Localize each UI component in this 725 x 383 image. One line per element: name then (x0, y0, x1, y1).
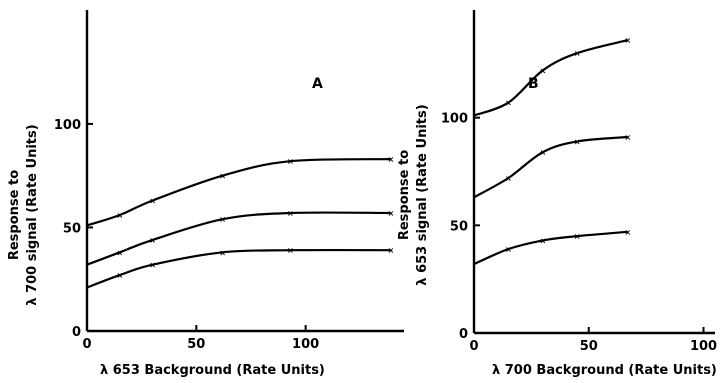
data-point-a-2: × (388, 209, 395, 218)
data-point-a-3: × (219, 248, 226, 257)
y-axis-label-line2-b: λ 653 signal (Rate Units) (415, 104, 430, 285)
data-point-b-3: × (540, 236, 547, 245)
data-point-b-1: × (624, 36, 631, 45)
series-line-b-2 (473, 135, 628, 199)
y-tick-label-a: 100 (54, 118, 81, 133)
x-tick-label-a: 100 (292, 337, 319, 352)
y-axis-label-line2-a: λ 700 signal (Rate Units) (25, 124, 40, 305)
y-axis-label-line1-a: Response to (7, 170, 22, 260)
data-point-b-3: × (574, 232, 581, 241)
y-axis-label-line1-b: Response to (397, 150, 412, 240)
data-point-a-1: × (287, 157, 294, 166)
y-tick-label-b: 50 (450, 219, 468, 234)
x-tick-label-a: 0 (82, 337, 91, 352)
data-point-a-2: × (116, 248, 123, 257)
data-point-a-3: × (287, 246, 294, 255)
data-point-a-1: × (219, 172, 226, 181)
x-tick-label-b: 100 (690, 339, 717, 354)
x-tick-label-b: 0 (469, 339, 478, 354)
data-point-b-1: × (540, 66, 547, 75)
x-tick-label-a: 50 (187, 337, 205, 352)
data-point-b-1: × (574, 49, 581, 58)
panel-a: 0 50 100 0 50 100 Aλ 653 Background (Rate Unit… (7, 10, 404, 378)
data-point-b-3: × (624, 228, 631, 237)
data-point-a-2: × (287, 209, 294, 218)
data-point-b-3: × (505, 245, 512, 254)
y-tick-label-a: 0 (72, 325, 81, 340)
data-point-b-2: × (624, 133, 631, 142)
x-axis-label-a: λ 653 Background (Rate Units) (100, 363, 325, 378)
series-line-a-3 (86, 248, 391, 289)
series-line-a-2 (86, 211, 391, 266)
data-point-a-3: × (388, 246, 395, 255)
data-point-b-2: × (505, 174, 512, 183)
data-point-a-3: × (149, 261, 156, 270)
series-line-b-3 (473, 230, 628, 266)
panel-b: 0 50 100 0 50 100 Bλ 700 Background (Rate Unit… (397, 10, 717, 378)
y-tick-label-b: 0 (459, 327, 468, 342)
data-point-b-1: × (505, 99, 512, 108)
y-tick-label-a: 50 (63, 221, 81, 236)
data-point-a-2: × (219, 215, 226, 224)
data-point-b-2: × (540, 148, 547, 157)
y-tick-label-b: 100 (441, 112, 468, 127)
data-point-a-2: × (149, 236, 156, 245)
series-line-a-1 (86, 158, 391, 227)
data-point-a-1: × (388, 155, 395, 164)
data-point-b-2: × (574, 137, 581, 146)
series-line-b-1 (473, 39, 629, 117)
data-point-a-1: × (116, 211, 123, 220)
panel-letter-b: B (528, 76, 539, 92)
data-point-a-3: × (116, 271, 123, 280)
data-point-a-1: × (149, 197, 156, 206)
panel-letter-a: A (312, 76, 323, 92)
x-axis-label-b: λ 700 Background (Rate Units) (492, 363, 717, 378)
x-tick-label-b: 50 (580, 339, 598, 354)
